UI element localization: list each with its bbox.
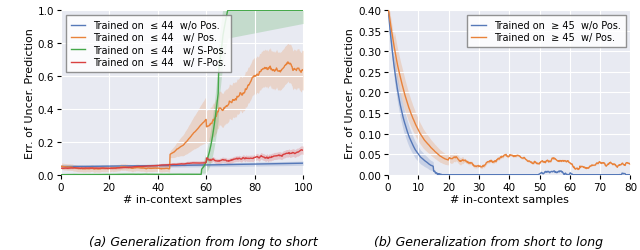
Trained on  ≤ 44   w/ S-Pos. (172, 173, 180, 176)
Trained on  ≥ 45  w/ Pos. (500, 154, 508, 157)
Legend: Trained on  ≤ 44  w/o Pos., Trained on  ≤ 44   w/ Pos., Trained on  ≤ 44   w/ S-: Trained on ≤ 44 w/o Pos., Trained on ≤ 4… (66, 16, 232, 73)
Trained on  ≤ 44   w/ F-Pos. (57, 167, 65, 170)
Y-axis label: Err. of Uncer. Prediction: Err. of Uncer. Prediction (345, 28, 355, 158)
Trained on  ≤ 44   w/ F-Pos. (256, 156, 264, 159)
Trained on  ≤ 44  w/o Pos. (300, 162, 307, 165)
Trained on  ≤ 44   w/ Pos. (300, 69, 307, 72)
Trained on  ≤ 44   w/ Pos. (57, 165, 65, 168)
Trained on  ≥ 45  w/ Pos. (384, 10, 392, 13)
Trained on  ≤ 44   w/ S-Pos. (173, 173, 181, 176)
Trained on  ≤ 44   w/ Pos. (95, 168, 102, 171)
Y-axis label: Err. of Uncer. Prediction: Err. of Uncer. Prediction (24, 28, 35, 158)
Trained on  ≥ 45  w/o Pos. (438, 174, 446, 176)
Trained on  ≤ 44   w/ S-Pos. (201, 163, 209, 166)
Trained on  ≥ 45  w/o Pos. (583, 174, 591, 176)
Trained on  ≥ 45  w/o Pos. (621, 172, 629, 176)
Trained on  ≤ 44   w/ Pos. (284, 61, 291, 64)
Text: (a) Generalization from long to short: (a) Generalization from long to short (89, 235, 317, 248)
Line: Trained on  ≥ 45  w/o Pos.: Trained on ≥ 45 w/o Pos. (388, 11, 630, 175)
Text: (b) Generalization from short to long: (b) Generalization from short to long (374, 235, 602, 248)
Trained on  ≥ 45  w/o Pos. (500, 174, 508, 176)
Trained on  ≤ 44   w/ F-Pos. (202, 162, 209, 165)
Trained on  ≥ 45  w/ Pos. (529, 162, 536, 165)
Trained on  ≥ 45  w/o Pos. (627, 173, 634, 176)
X-axis label: # in-context samples: # in-context samples (450, 195, 569, 204)
Trained on  ≥ 45  w/ Pos. (627, 163, 634, 166)
Trained on  ≤ 44   w/ Pos. (174, 148, 182, 151)
Trained on  ≤ 44   w/ Pos. (202, 119, 209, 122)
Trained on  ≤ 44   w/ F-Pos. (189, 162, 196, 165)
Trained on  ≤ 44   w/ F-Pos. (300, 149, 307, 152)
Trained on  ≤ 44   w/ Pos. (256, 71, 264, 74)
Trained on  ≤ 44   w/ F-Pos. (173, 163, 180, 166)
Trained on  ≥ 45  w/ Pos. (621, 164, 629, 167)
Trained on  ≥ 45  w/o Pos. (384, 10, 392, 13)
Trained on  ≤ 44   w/ S-Pos. (57, 174, 65, 176)
Trained on  ≤ 44  w/o Pos. (173, 164, 181, 167)
Trained on  ≤ 44  w/o Pos. (201, 164, 209, 167)
Trained on  ≥ 45  w/o Pos. (516, 174, 524, 176)
Trained on  ≤ 44   w/ Pos. (189, 134, 196, 136)
Trained on  ≤ 44   w/ F-Pos. (298, 149, 305, 152)
Trained on  ≤ 44   w/ S-Pos. (188, 173, 196, 176)
Trained on  ≤ 44   w/ S-Pos. (256, 10, 264, 13)
Line: Trained on  ≤ 44   w/ Pos.: Trained on ≤ 44 w/ Pos. (61, 63, 303, 169)
Trained on  ≤ 44  w/o Pos. (255, 163, 263, 166)
Trained on  ≤ 44  w/o Pos. (57, 165, 65, 168)
Trained on  ≤ 44   w/ F-Pos. (103, 167, 111, 170)
Trained on  ≤ 44   w/ Pos. (294, 68, 302, 70)
X-axis label: # in-context samples: # in-context samples (122, 195, 241, 204)
Trained on  ≥ 45  w/o Pos. (501, 174, 509, 176)
Trained on  ≤ 44  w/o Pos. (294, 162, 301, 165)
Trained on  ≤ 44  w/o Pos. (172, 164, 180, 167)
Trained on  ≥ 45  w/ Pos. (583, 167, 591, 170)
Line: Trained on  ≤ 44  w/o Pos.: Trained on ≤ 44 w/o Pos. (61, 164, 303, 167)
Trained on  ≤ 44   w/ F-Pos. (294, 151, 301, 154)
Trained on  ≤ 44   w/ S-Pos. (294, 10, 301, 13)
Trained on  ≤ 44  w/o Pos. (188, 164, 196, 167)
Line: Trained on  ≤ 44   w/ S-Pos.: Trained on ≤ 44 w/ S-Pos. (61, 11, 303, 175)
Legend: Trained on  ≥ 45  w/o Pos., Trained on  ≥ 45  w/ Pos.: Trained on ≥ 45 w/o Pos., Trained on ≥ 4… (467, 16, 625, 48)
Trained on  ≥ 45  w/o Pos. (529, 174, 536, 176)
Trained on  ≤ 44   w/ F-Pos. (174, 163, 182, 166)
Trained on  ≥ 45  w/ Pos. (499, 156, 507, 158)
Trained on  ≥ 45  w/ Pos. (515, 155, 523, 158)
Line: Trained on  ≤ 44   w/ F-Pos.: Trained on ≤ 44 w/ F-Pos. (61, 150, 303, 169)
Trained on  ≤ 44   w/ S-Pos. (224, 10, 232, 13)
Trained on  ≤ 44   w/ S-Pos. (300, 10, 307, 13)
Trained on  ≤ 44   w/ Pos. (173, 148, 180, 152)
Trained on  ≥ 45  w/ Pos. (574, 168, 582, 171)
Line: Trained on  ≥ 45  w/ Pos.: Trained on ≥ 45 w/ Pos. (388, 11, 630, 170)
